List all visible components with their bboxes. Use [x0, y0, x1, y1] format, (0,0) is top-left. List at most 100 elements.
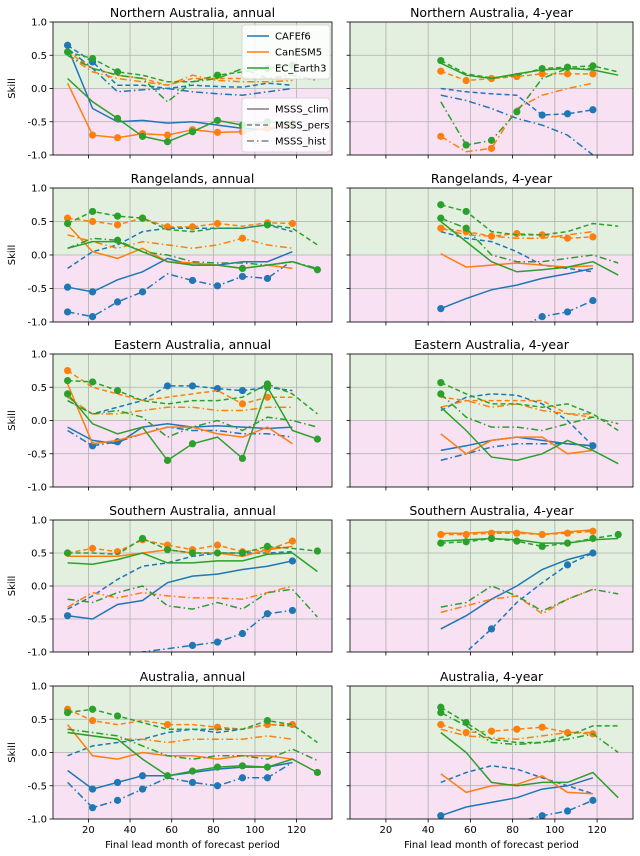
series-line [67, 585, 318, 618]
data-point [563, 807, 572, 815]
data-point [88, 804, 97, 812]
data-point [238, 454, 247, 463]
data-point [213, 219, 222, 228]
data-point [589, 796, 597, 804]
data-point [462, 76, 470, 85]
panel-title: Northern Australia, 4-year [410, 5, 574, 20]
data-point [288, 557, 297, 565]
data-point [589, 442, 597, 450]
data-point [238, 774, 247, 782]
legend-entry: EC_Earth3 [275, 64, 326, 75]
panel-9: Australia, 4-year 20 40 60 80 100 120 Final lea… [346, 669, 634, 851]
series-line [440, 731, 619, 799]
series-line [67, 234, 293, 250]
data-point [437, 703, 445, 711]
series-line [440, 443, 593, 462]
panel-title: Southern Australia, 4-year [409, 503, 574, 518]
data-point [538, 723, 546, 731]
data-point [88, 313, 97, 321]
series-line [67, 708, 318, 744]
x-tick-label: 100 [245, 825, 264, 836]
data-point [462, 207, 470, 216]
data-point [88, 378, 97, 386]
data-point [563, 539, 572, 547]
data-point [238, 762, 247, 770]
series-line [67, 369, 293, 405]
data-point [113, 386, 122, 395]
data-point [113, 114, 122, 123]
series-group [437, 703, 619, 819]
data-point [589, 534, 597, 543]
data-point [163, 720, 172, 729]
y-axis-label: Skill [7, 576, 18, 596]
series-line [67, 761, 293, 809]
panel-title: Australia, 4-year [440, 669, 544, 684]
data-point [263, 393, 272, 401]
data-point [288, 219, 297, 228]
data-point [188, 382, 197, 390]
series-line [440, 433, 593, 455]
panel-1: Northern Australia, 4-year [346, 5, 634, 159]
series-line [440, 706, 619, 744]
data-point [462, 530, 470, 539]
series-group [63, 367, 322, 464]
series-group [437, 56, 619, 155]
legend-entry: MSSS_pers [275, 121, 330, 132]
series-line [440, 585, 619, 612]
data-point [188, 440, 197, 448]
data-point [462, 728, 470, 737]
data-point [563, 529, 572, 537]
panel-title: Rangelands, annual [131, 171, 255, 186]
x-tick-label: 120 [287, 825, 306, 836]
data-point [238, 386, 247, 395]
data-point [513, 537, 521, 545]
series-line [440, 220, 619, 276]
panel-title: Rangelands, 4-year [431, 171, 553, 186]
data-point [113, 221, 122, 229]
y-tick-label: 0.0 [31, 416, 47, 427]
series-line [67, 217, 293, 228]
series-group [63, 705, 322, 812]
legend-frame [241, 24, 331, 80]
data-point [563, 234, 572, 242]
series-line [67, 585, 293, 608]
data-point [487, 136, 496, 144]
data-point [288, 537, 297, 545]
x-axis-label: Final lead month of forecast period [404, 840, 579, 851]
data-point [138, 534, 147, 543]
data-point [462, 538, 470, 546]
data-point [88, 288, 97, 296]
data-point [437, 214, 445, 222]
y-tick-label: 0.0 [31, 748, 47, 759]
series-line [67, 237, 318, 270]
series-line [440, 396, 593, 418]
series-line [440, 773, 593, 795]
data-point [589, 296, 597, 305]
panel-title: Eastern Australia, 4-year [414, 337, 570, 352]
data-point [313, 547, 322, 555]
data-point [188, 641, 197, 650]
data-point [538, 231, 546, 239]
data-point [213, 638, 222, 646]
y-axis-label: Skill [7, 245, 18, 265]
data-point [263, 380, 272, 388]
series-line [67, 224, 293, 270]
series-line [67, 44, 293, 90]
data-point [88, 544, 97, 552]
panel-2: Rangelands, annual 1.0 0.5 0.0 -0.5 -1.0 Skill [7, 171, 333, 329]
data-point [113, 796, 122, 804]
series-line [67, 708, 293, 730]
data-point [88, 207, 97, 216]
data-point [63, 308, 72, 316]
data-point [487, 144, 496, 152]
x-tick-label: 60 [165, 825, 178, 836]
series-line [440, 552, 594, 630]
data-point [138, 785, 147, 793]
data-point [163, 138, 172, 146]
series-group [437, 527, 622, 652]
series-line [67, 259, 293, 318]
legend-entry: CanESM5 [275, 48, 322, 59]
x-tick-label: 60 [464, 825, 477, 836]
data-point [437, 305, 445, 313]
data-point [88, 217, 97, 226]
